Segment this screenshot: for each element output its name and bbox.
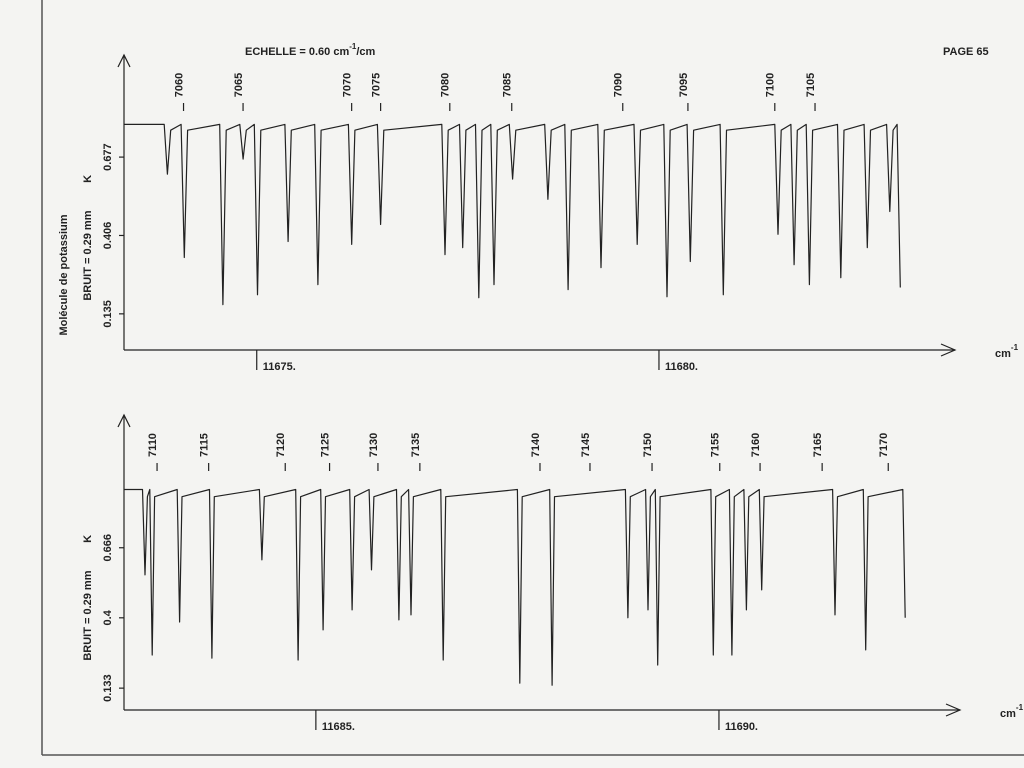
line-label: 7080 [440,73,452,97]
line-label: 7120 [275,433,287,457]
scale-text: ECHELLE = 0.60 cm [245,46,349,58]
line-label: 7170 [878,433,890,457]
y-axis-label: BRUIT = 0.29 mm [82,210,94,300]
x-unit: cm-1 [1000,703,1024,720]
line-label: 7070 [342,73,354,97]
x-unit: cm-1 [995,343,1019,360]
y-axis-label: BRUIT = 0.29 mm [82,570,94,660]
y-tick-label: 0.677 [102,143,114,171]
page-number: PAGE 65 [943,46,989,58]
scale-exp: -1 [349,42,357,51]
line-label: 7135 [410,433,422,457]
x-axis-arrow [940,343,957,357]
x-unit-exp: -1 [1011,343,1019,352]
x-unit-text: cm [1000,708,1016,720]
x-tick-label: 11685. [322,721,355,733]
line-label: 7105 [805,73,817,97]
y-axis-symbol: K [82,175,94,183]
y-axis-arrow [117,413,131,428]
line-label: 7075 [371,73,383,97]
line-label: 7085 [502,73,514,97]
line-label: 7140 [530,433,542,457]
line-label: 7155 [710,433,722,457]
x-unit-text: cm [995,348,1011,360]
line-label: 7115 [199,433,211,457]
line-label: 7165 [812,433,824,457]
line-label: 7110 [147,433,159,457]
line-label: 7130 [368,433,380,457]
x-tick-label: 11690. [725,721,758,733]
y-tick-label: 0.135 [102,300,114,328]
y-axis-symbol: K [82,535,94,543]
x-tick-label: 11680. [665,361,698,373]
line-label: 7090 [613,73,625,97]
line-label: 7125 [319,433,331,457]
y-tick-label: 0.406 [102,222,114,250]
molecule-label: Molécule de potassium [58,214,70,335]
spectrum-trace [124,488,906,686]
x-axis-arrow [945,703,962,717]
line-label: 7145 [580,433,592,457]
line-label: 7095 [678,73,690,97]
line-label: 7100 [765,73,777,97]
scale-note: ECHELLE = 0.60 cm-1/cm [245,42,376,58]
y-tick-label: 0.133 [102,674,114,702]
y-axis-arrow [117,53,131,68]
line-label: 7150 [642,433,654,457]
scale-unit: /cm [356,46,375,58]
line-label: 7160 [750,433,762,457]
y-tick-label: 0.4 [102,609,114,625]
y-tick-label: 0.666 [102,534,114,562]
spectrum-trace [124,123,901,306]
x-unit-exp: -1 [1016,703,1024,712]
line-label: 7060 [173,73,185,97]
line-label: 7065 [233,73,245,97]
x-tick-label: 11675. [263,361,296,373]
